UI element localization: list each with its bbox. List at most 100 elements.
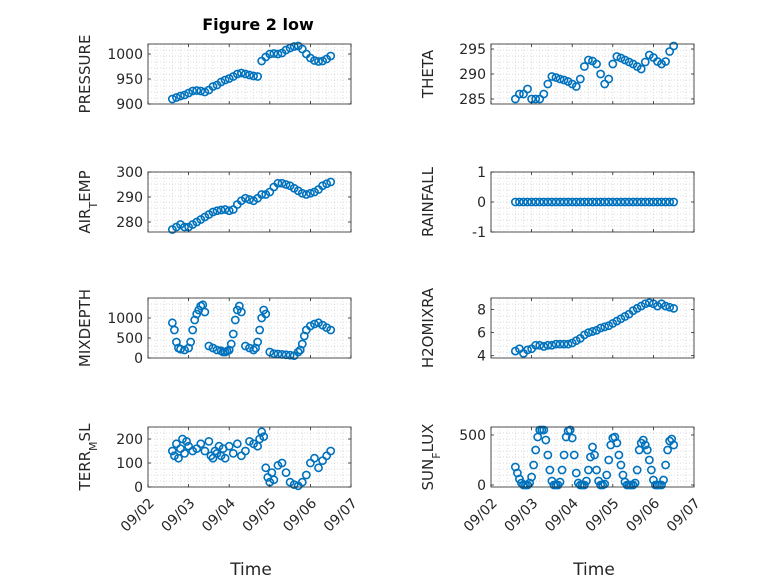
data-point <box>253 337 263 347</box>
axes-box <box>490 426 695 488</box>
data-point <box>241 446 250 456</box>
subplot-1: 900 950 1000 PRESSURE <box>76 35 352 113</box>
data-point <box>543 197 553 207</box>
data-point <box>226 339 236 349</box>
data-point <box>172 93 181 102</box>
data-point <box>555 477 565 487</box>
data-point <box>649 197 658 207</box>
data-point <box>612 438 622 448</box>
y-tick-label: 1000 <box>107 311 143 327</box>
series-markers <box>167 177 336 234</box>
data-point <box>167 446 177 456</box>
data-point <box>523 480 532 490</box>
data-point <box>253 72 263 81</box>
grid <box>490 43 695 105</box>
data-point <box>657 197 666 207</box>
data-point <box>322 179 332 189</box>
data-point <box>527 472 536 482</box>
data-point <box>212 206 222 216</box>
data-point <box>232 439 242 449</box>
data-point <box>614 450 624 460</box>
x-tick-label: 09/05 <box>240 495 280 535</box>
data-point <box>543 79 553 89</box>
data-point <box>523 345 532 355</box>
axes-box <box>147 297 352 359</box>
data-point <box>640 57 650 67</box>
data-point <box>571 468 581 478</box>
data-point <box>326 325 336 335</box>
y-tick-label: 4 <box>477 349 486 365</box>
data-point <box>326 51 336 61</box>
data-point <box>539 89 549 99</box>
data-point <box>322 451 332 461</box>
subplot-6: 4 6 8 H2OMIXRA <box>419 287 695 368</box>
data-point <box>249 71 258 81</box>
data-point <box>269 475 279 485</box>
data-point <box>531 340 541 350</box>
y-axis-label: SUNFLUX <box>419 424 443 491</box>
data-point <box>531 445 541 455</box>
data-point <box>519 197 528 207</box>
subplot-7: 0 100 200 09/02 09/03 09/04 09/05 09/06 09/07 TER… <box>76 423 361 535</box>
data-point <box>310 56 319 65</box>
data-point <box>176 91 185 101</box>
series-markers <box>167 300 336 360</box>
data-point <box>531 94 541 104</box>
data-point <box>608 59 618 69</box>
data-point <box>515 197 524 207</box>
data-point <box>533 432 543 442</box>
y-axis-label: MIXDEPTH <box>76 289 94 367</box>
data-point <box>620 197 630 207</box>
data-point <box>539 425 549 435</box>
data-point <box>600 197 610 207</box>
data-point <box>297 477 307 487</box>
data-point <box>584 328 593 338</box>
data-point <box>265 49 275 59</box>
data-point <box>584 55 593 65</box>
y-tick-label: 1 <box>477 165 486 181</box>
data-point <box>310 319 319 329</box>
data-point <box>255 325 265 335</box>
x-tick-label: 09/02 <box>461 495 501 535</box>
data-point <box>180 222 189 232</box>
y-tick-label: 8 <box>477 303 486 319</box>
data-point <box>571 197 581 207</box>
data-point <box>557 465 567 475</box>
data-point <box>628 480 638 490</box>
x-tick-label: 09/02 <box>118 495 158 535</box>
data-point <box>661 301 670 311</box>
y-tick-label: 500 <box>116 331 143 347</box>
y-tick-label: 0 <box>477 195 486 211</box>
data-point <box>555 339 565 349</box>
data-point <box>281 180 291 189</box>
series-markers <box>510 425 679 490</box>
data-point <box>657 480 666 490</box>
x-tick-label: 09/05 <box>583 495 623 535</box>
data-point <box>539 197 549 207</box>
data-point <box>644 298 654 308</box>
x-tick-label: 09/07 <box>664 495 704 535</box>
data-point <box>176 344 185 354</box>
data-point <box>592 59 601 69</box>
data-point <box>661 197 670 207</box>
data-point <box>644 197 654 207</box>
y-tick-label: 290 <box>116 190 143 206</box>
data-point <box>669 41 679 51</box>
data-point <box>515 89 524 99</box>
data-point <box>281 468 291 477</box>
data-point <box>273 178 283 188</box>
data-point <box>539 342 549 351</box>
data-point <box>236 68 246 78</box>
data-point <box>602 470 612 480</box>
data-point <box>567 197 577 207</box>
data-point <box>224 441 234 451</box>
data-point <box>669 197 679 207</box>
y-tick-label: 500 <box>459 428 486 444</box>
data-point <box>301 190 311 199</box>
data-point <box>612 52 622 61</box>
data-point <box>646 465 656 475</box>
data-point <box>588 442 597 452</box>
data-point <box>204 436 214 446</box>
data-point <box>236 451 246 461</box>
data-point <box>592 465 601 475</box>
